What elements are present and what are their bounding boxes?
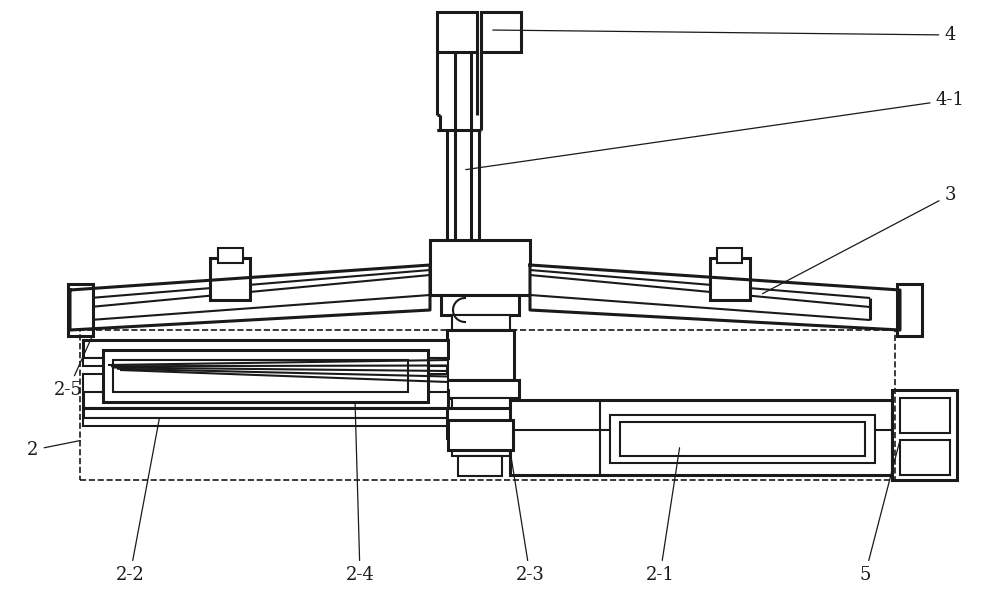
Bar	[441, 380, 519, 398]
Bar	[83, 390, 448, 408]
Bar	[897, 284, 922, 336]
Text: 2-4: 2-4	[346, 403, 374, 584]
Bar	[900, 398, 950, 433]
Bar	[452, 438, 510, 456]
Text: 3: 3	[762, 186, 956, 293]
Bar	[717, 248, 742, 263]
Text: 2: 2	[27, 440, 80, 459]
Bar	[441, 295, 519, 315]
Text: 5: 5	[859, 443, 899, 584]
Bar	[610, 415, 875, 463]
Bar	[448, 420, 513, 450]
Bar	[452, 315, 510, 330]
Text: 4-1: 4-1	[466, 91, 964, 169]
Bar	[80, 330, 895, 480]
Bar	[68, 284, 93, 336]
Bar	[103, 350, 428, 402]
Bar	[458, 456, 502, 476]
Text: 2-1: 2-1	[646, 448, 680, 584]
Polygon shape	[530, 265, 900, 330]
Bar	[437, 12, 477, 52]
Bar	[83, 418, 448, 426]
Bar	[481, 12, 521, 52]
Bar	[447, 330, 514, 380]
Bar	[900, 440, 950, 475]
Text: 4: 4	[493, 26, 956, 44]
Bar	[710, 258, 750, 300]
Text: 2-2: 2-2	[116, 418, 159, 584]
Text: 2-5: 2-5	[54, 333, 94, 399]
Bar	[83, 408, 448, 418]
Bar	[510, 400, 892, 475]
Bar	[620, 422, 865, 456]
Bar	[458, 418, 502, 448]
Bar	[447, 408, 514, 438]
Text: 2-3: 2-3	[510, 453, 544, 584]
Bar	[83, 358, 448, 366]
Bar	[452, 398, 510, 418]
Bar	[892, 390, 957, 480]
Bar	[218, 248, 243, 263]
Bar	[210, 258, 250, 300]
Bar	[430, 240, 530, 295]
Polygon shape	[70, 265, 430, 330]
Bar	[113, 360, 408, 392]
Bar	[83, 340, 448, 358]
Bar	[83, 374, 448, 392]
